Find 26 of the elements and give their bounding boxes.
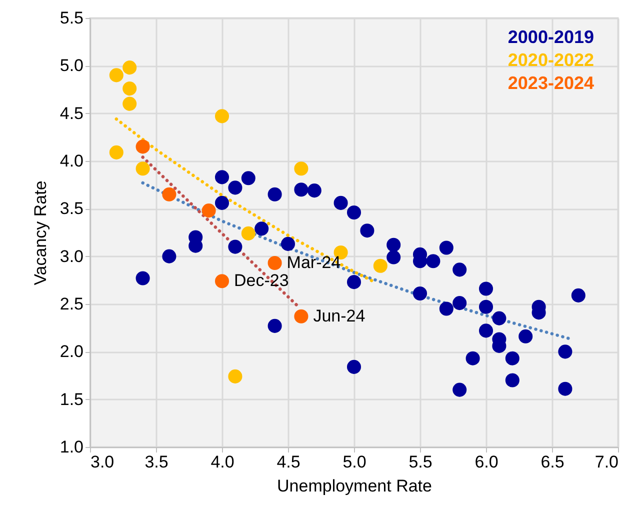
y-tick-label: 1.5 (60, 390, 84, 409)
text: 2020-2022 (508, 50, 594, 70)
y-axis-title: Vacancy Rate (30, 180, 50, 286)
annotation: Jun-24 (313, 306, 366, 326)
y-tick-label: 3.5 (60, 199, 84, 218)
y-tick-label: 2.0 (60, 342, 84, 362)
y-tick-label: 2.5 (60, 294, 84, 314)
x-tick-label: 4.5 (276, 452, 300, 472)
x-axis-title: Unemployment Rate (277, 476, 432, 496)
x-tick-label: 3.5 (144, 452, 168, 472)
y-tick-label: 1.0 (60, 438, 84, 456)
annotation: Dec-23 (234, 271, 289, 290)
x-tick-label: 6.0 (474, 452, 498, 472)
text: 2023-2024 (508, 73, 594, 93)
x-tick-label: 5.5 (408, 452, 432, 472)
x-tick-label: 5.0 (342, 452, 366, 472)
x-tick-label: 3.0 (90, 452, 114, 472)
y-tick-label: 5.0 (60, 56, 84, 76)
y-tick-label: 4.5 (60, 104, 84, 123)
y-tick-label: 4.0 (60, 152, 84, 170)
y-tick-label: 3.0 (60, 246, 84, 266)
x-tick-label: 7.0 (594, 452, 618, 472)
text: 2000-2019 (508, 27, 594, 47)
x-tick-label: 6.5 (540, 452, 564, 472)
x-tick-label: 4.0 (210, 452, 234, 472)
y-tick-label: 5.5 (60, 8, 84, 28)
